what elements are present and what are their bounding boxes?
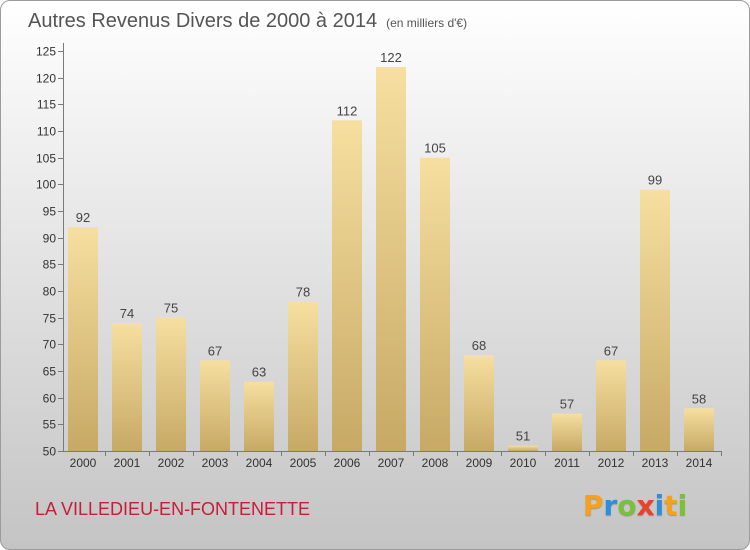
x-tick-label-2014: 2014 — [686, 456, 713, 470]
bar-2009 — [464, 355, 494, 451]
value-label-2007: 122 — [380, 50, 402, 65]
x-tick-label-2012: 2012 — [598, 456, 625, 470]
proxiti-logo: Proxiti — [583, 489, 687, 523]
bar-2006 — [332, 120, 362, 451]
y-tick-label: 75 — [43, 312, 57, 326]
value-label-2004: 63 — [252, 365, 266, 380]
x-tick-label-2013: 2013 — [642, 456, 669, 470]
plot-area: 50 55 60 65 70 75 80 85 90 95 100 105 110 115 120 125 92… — [36, 43, 722, 470]
value-label-2006: 112 — [337, 103, 358, 118]
commune-name: LA VILLEDIEU-EN-FONTENETTE — [35, 499, 311, 519]
x-tick-label-2001: 2001 — [114, 456, 141, 470]
logo-letter: i — [677, 489, 688, 522]
bar-2007 — [376, 67, 406, 451]
logo-letter: P — [583, 489, 604, 522]
y-tick-label: 65 — [43, 365, 57, 379]
bar-2001 — [112, 323, 142, 451]
bar-2014 — [684, 408, 714, 451]
bar-2005 — [288, 301, 318, 451]
bar-2008 — [420, 157, 450, 451]
value-label-2005: 78 — [296, 285, 310, 300]
logo-letter: x — [636, 489, 655, 522]
bar-2010 — [508, 445, 538, 451]
value-label-2012: 67 — [604, 343, 618, 358]
x-tick-label-2010: 2010 — [510, 456, 537, 470]
y-tick-label: 70 — [43, 338, 57, 352]
y-tick-label: 90 — [43, 232, 57, 246]
bar-2002 — [156, 317, 186, 451]
y-tick-label: 80 — [43, 285, 57, 299]
x-tick-label-2004: 2004 — [246, 456, 273, 470]
y-tick-label: 85 — [43, 258, 57, 272]
x-tick-label-2002: 2002 — [158, 456, 185, 470]
y-tick-label: 100 — [36, 178, 56, 192]
bar-2000 — [68, 227, 98, 451]
y-tick-label: 105 — [36, 152, 56, 166]
bar-2013 — [640, 189, 670, 451]
y-tick-label: 125 — [36, 45, 56, 59]
chart-title: Autres Revenus Divers de 2000 à 2014 — [28, 10, 378, 32]
y-tick-label: 110 — [37, 125, 56, 139]
y-tick-label: 60 — [43, 392, 57, 406]
value-label-2008: 105 — [424, 141, 446, 156]
logo-letter: t — [664, 489, 678, 522]
bar-2011 — [552, 413, 582, 451]
value-label-2014: 58 — [692, 391, 706, 406]
x-tick-label-2000: 2000 — [70, 456, 97, 470]
value-label-2009: 68 — [472, 338, 486, 353]
y-tick-label: 120 — [36, 72, 56, 86]
x-tick-label-2009: 2009 — [466, 456, 493, 470]
y-tick-label: 95 — [43, 205, 57, 219]
x-tick-label-2008: 2008 — [422, 456, 449, 470]
bar-2003 — [200, 360, 230, 451]
y-tick-label: 115 — [37, 98, 56, 112]
value-label-2013: 99 — [648, 173, 662, 188]
bar-2004 — [244, 381, 274, 451]
value-label-2002: 75 — [164, 301, 178, 316]
chart-subtitle: (en milliers d'€) — [386, 16, 468, 30]
y-tick-label: 50 — [43, 445, 57, 459]
logo-letter: i — [654, 489, 665, 522]
value-label-2010: 51 — [516, 429, 530, 444]
x-tick-label-2007: 2007 — [378, 456, 405, 470]
x-tick-label-2011: 2011 — [554, 456, 580, 470]
logo-letter: r — [603, 489, 618, 522]
value-label-2000: 92 — [76, 210, 90, 225]
x-tick-label-2005: 2005 — [290, 456, 317, 470]
chart-title-block: Autres Revenus Divers de 2000 à 2014 (en … — [28, 8, 467, 36]
y-tick-label: 55 — [43, 418, 57, 432]
value-label-2001: 74 — [120, 306, 134, 321]
value-label-2011: 57 — [560, 397, 574, 412]
x-tick-label-2003: 2003 — [202, 456, 229, 470]
value-label-2003: 67 — [208, 343, 222, 358]
bar-2012 — [596, 360, 626, 451]
x-tick-label-2006: 2006 — [334, 456, 361, 470]
logo-letter: o — [617, 489, 637, 522]
